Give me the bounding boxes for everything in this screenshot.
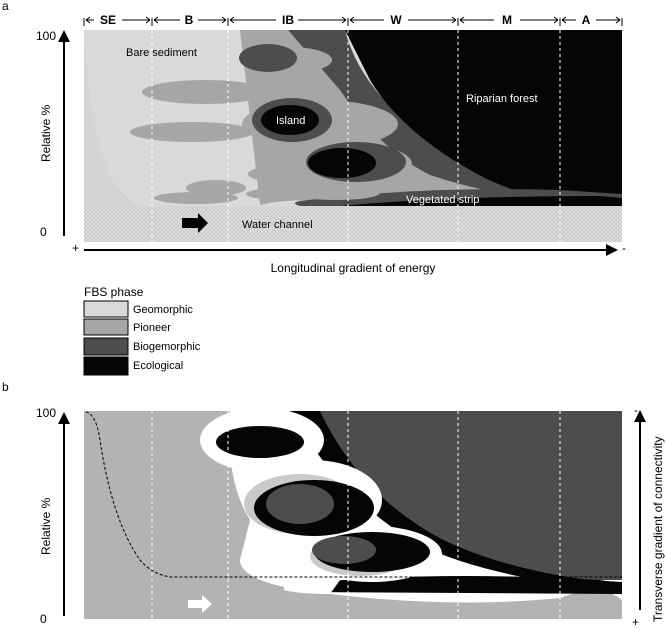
- panel-b-right-minus: -: [634, 403, 638, 417]
- legend-swatch-ecological: [83, 356, 129, 376]
- panel-b-plot: [84, 408, 622, 619]
- water-channel-area: [84, 206, 622, 242]
- legend-swatch-biogemorphic: [83, 337, 129, 356]
- panel-a-x-label: Longitudinal gradient of energy: [271, 261, 436, 275]
- panel-a-x-plus: +: [72, 241, 79, 255]
- riparian-forest-label: Riparian forest: [466, 93, 538, 105]
- panel-b-y-max: 100: [36, 406, 56, 420]
- water-channel-label: Water channel: [242, 219, 313, 231]
- legend: FBS phase Geomorphic Pioneer Biogemorphi…: [83, 285, 201, 376]
- legend-label-geomorphic: Geomorphic: [133, 304, 193, 316]
- panel-a-letter: a: [2, 0, 9, 13]
- vegetated-strip-label: Vegetated strip: [406, 194, 479, 206]
- legend-label-biogemorphic: Biogemorphic: [133, 341, 201, 353]
- bare-sediment-label: Bare sediment: [126, 47, 197, 59]
- legend-swatch-geomorphic: [83, 300, 129, 318]
- panel-b-right-plus: +: [632, 615, 639, 629]
- panel-a-x-minus: -: [622, 241, 626, 255]
- flow-arrow-white-icon: [188, 595, 212, 613]
- flow-arrow-icon: [182, 213, 208, 233]
- connectivity-curve: [85, 411, 622, 578]
- panel-a-y-min: 0: [40, 225, 47, 239]
- legend-title: FBS phase: [84, 285, 144, 299]
- panel-b-right-label: Transverse gradient of connectivity: [651, 436, 665, 622]
- panel-a-y-max: 100: [36, 29, 56, 43]
- panel-b-letter: b: [2, 380, 9, 394]
- zone-m-label: M: [502, 13, 512, 27]
- zone-w-label: W: [390, 13, 402, 27]
- zone-ib-label: IB: [282, 13, 294, 27]
- zone-se-label: SE: [100, 13, 116, 27]
- legend-label-pioneer: Pioneer: [133, 322, 171, 334]
- panel-a-plot: [84, 30, 622, 242]
- panel-b-y-label: Relative %: [39, 497, 53, 555]
- panel-a-y-label: Relative %: [39, 104, 53, 162]
- island-core: [261, 105, 319, 135]
- zone-b-label: B: [185, 13, 194, 27]
- island-label: Island: [276, 115, 305, 127]
- zone-header: [83, 16, 623, 26]
- legend-swatch-pioneer: [83, 318, 129, 336]
- zone-a-label: A: [582, 13, 591, 27]
- riparian-forest-area: [345, 30, 622, 206]
- legend-label-ecological: Ecological: [133, 360, 183, 372]
- panel-b-y-min: 0: [40, 612, 47, 626]
